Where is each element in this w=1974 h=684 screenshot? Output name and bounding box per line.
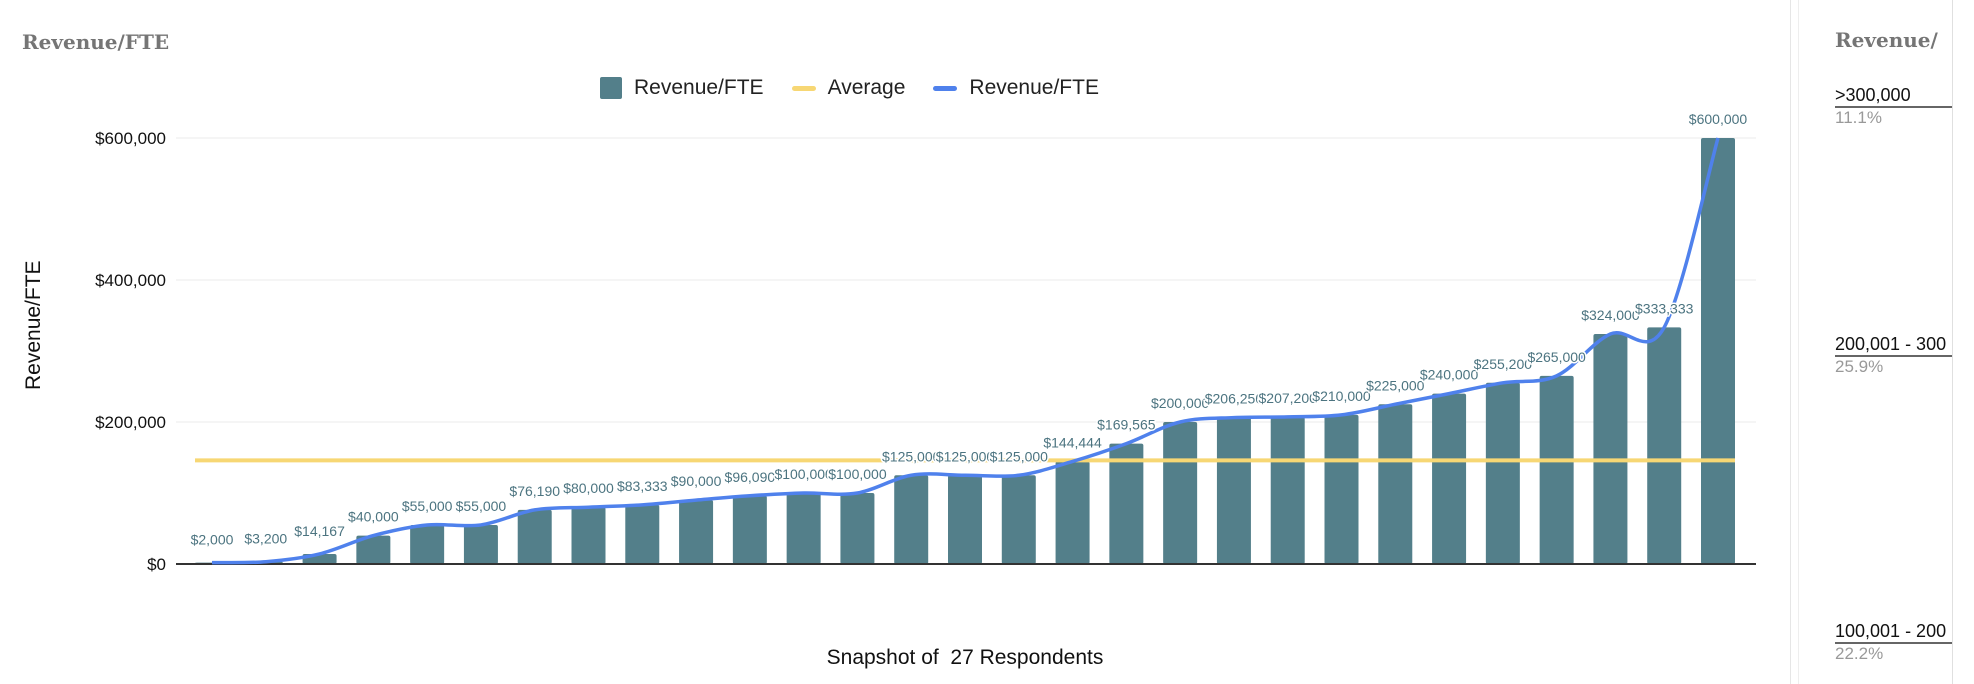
data-label: $225,000	[1366, 377, 1425, 393]
bar	[410, 524, 445, 564]
trend-line	[211, 137, 1720, 565]
bar	[1432, 393, 1467, 564]
bar	[1324, 414, 1359, 564]
data-label: $2,000	[191, 532, 234, 548]
data-label: $144,444	[1043, 434, 1102, 450]
data-label: $206,250	[1205, 391, 1264, 407]
bar	[840, 493, 875, 564]
data-label: $96,090	[725, 469, 776, 485]
legend-swatch-trend	[933, 85, 958, 91]
bar	[1701, 138, 1735, 564]
data-label: $210,000	[1312, 388, 1371, 404]
legend-swatch-average	[791, 85, 816, 91]
bar	[1270, 416, 1305, 564]
data-label: $90,000	[671, 473, 722, 489]
data-label: $333,333	[1635, 300, 1694, 316]
data-label: $83,333	[617, 478, 668, 494]
bar	[948, 475, 982, 564]
y-tick-label: $200,000	[95, 413, 166, 432]
side-panel-title: Revenue/	[1835, 28, 1938, 52]
bar	[1485, 382, 1520, 564]
data-label: $3,200	[244, 531, 287, 547]
bar	[1055, 461, 1090, 564]
data-label: $100,000	[828, 466, 887, 482]
bar	[786, 493, 821, 564]
bar	[625, 504, 660, 564]
legend-swatch-bar	[600, 77, 622, 99]
divider	[1952, 0, 1953, 684]
bar	[1378, 404, 1413, 564]
data-label: $55,000	[456, 498, 507, 514]
chart-title: Revenue/FTE	[22, 30, 170, 54]
y-tick-label: $600,000	[95, 129, 166, 148]
bucket-percent: 25.9%	[1835, 357, 1884, 376]
bar	[1216, 417, 1251, 564]
bar	[1647, 327, 1682, 564]
data-label: $265,000	[1527, 349, 1586, 365]
y-tick-label: $0	[147, 555, 166, 574]
data-label: $125,000	[990, 448, 1049, 464]
data-label: $125,000	[882, 448, 941, 464]
bar	[1593, 333, 1628, 564]
divider	[1798, 0, 1799, 684]
bar	[894, 475, 929, 564]
bar	[679, 500, 714, 564]
bar	[571, 507, 606, 564]
divider	[1790, 0, 1791, 684]
data-label: $80,000	[563, 480, 614, 496]
data-label: $14,167	[294, 523, 345, 539]
legend-label: Average	[827, 76, 906, 99]
data-label: $55,000	[402, 498, 453, 514]
legend-label: Revenue/FTE	[634, 76, 764, 99]
legend-label: Revenue/FTE	[969, 76, 1099, 99]
bucket-label: >300,000	[1835, 84, 1952, 108]
bucket-item: 100,001 - 200 22.2%	[1835, 620, 1952, 664]
bucket-label: 100,001 - 200	[1835, 620, 1952, 644]
bucket-item: >300,000 11.1%	[1835, 84, 1952, 128]
bar	[732, 495, 767, 564]
data-label: $76,190	[509, 483, 560, 499]
data-label: $169,565	[1097, 417, 1156, 433]
legend-item-average[interactable]: Average	[791, 76, 906, 100]
data-label: $324,000	[1581, 307, 1640, 323]
y-axis-title: Revenue/FTE	[22, 260, 45, 390]
data-label: $200,000	[1151, 395, 1210, 411]
side-panel: Revenue/ >300,000 11.1% 200,001 - 300 25…	[1835, 0, 1952, 684]
legend-item-trend[interactable]: Revenue/FTE	[933, 76, 1099, 100]
legend-item-bars[interactable]: Revenue/FTE	[600, 76, 764, 100]
y-tick-label: $400,000	[95, 271, 166, 290]
bar	[1539, 375, 1574, 564]
data-label: $40,000	[348, 509, 399, 525]
bar	[463, 524, 498, 564]
data-label: $255,200	[1474, 356, 1533, 372]
bar	[517, 509, 552, 564]
data-label: $240,000	[1420, 367, 1479, 383]
data-label: $207,200	[1259, 390, 1318, 406]
bucket-label: 200,001 - 300	[1835, 333, 1952, 357]
bucket-item: 200,001 - 300 25.9%	[1835, 333, 1952, 377]
bar	[1163, 422, 1198, 564]
data-label: $600,000	[1689, 111, 1748, 127]
legend: Revenue/FTE Average Revenue/FTE	[600, 76, 1099, 100]
bar	[356, 535, 391, 564]
bucket-percent: 11.1%	[1835, 108, 1882, 127]
x-axis-title: Snapshot of 27 Respondents	[826, 646, 1104, 669]
bucket-percent: 22.2%	[1835, 644, 1884, 663]
data-label: $100,000	[774, 466, 833, 482]
bar	[1001, 475, 1036, 564]
bar	[1109, 443, 1144, 564]
data-label: $125,000	[936, 448, 995, 464]
